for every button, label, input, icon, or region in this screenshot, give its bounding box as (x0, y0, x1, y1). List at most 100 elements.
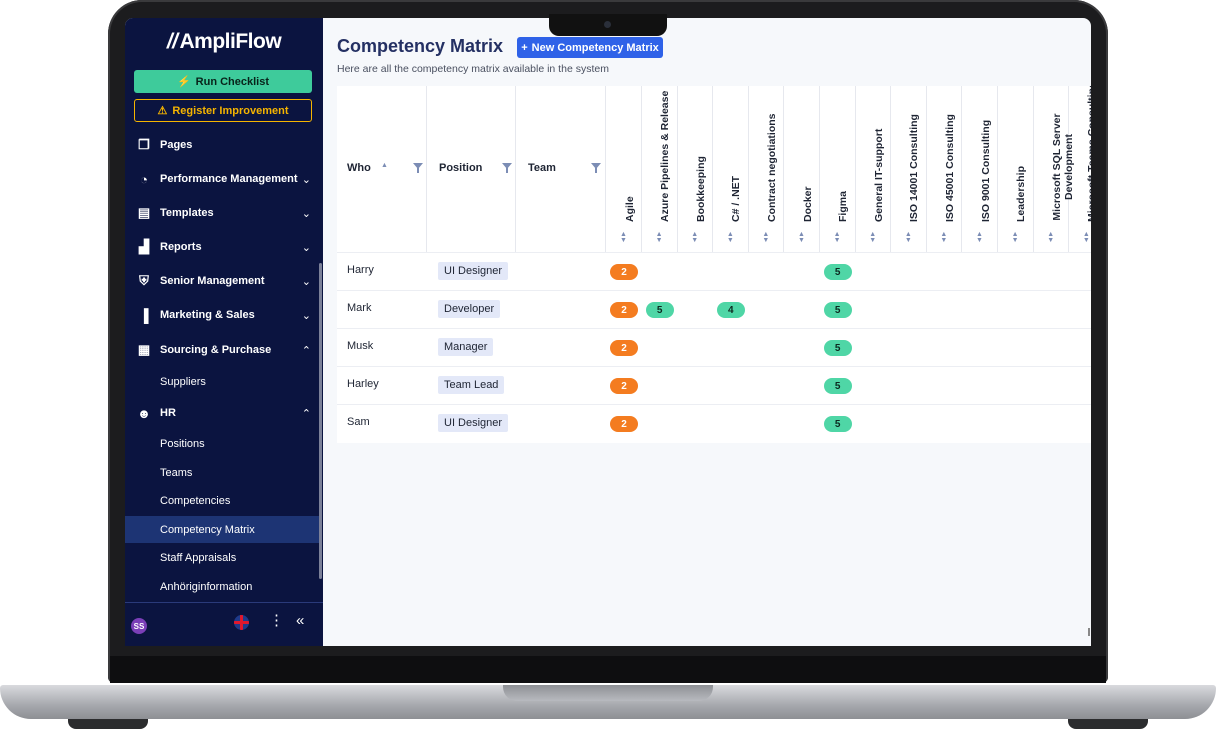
sidebar-item-staff-appraisals[interactable]: Staff Appraisals (125, 544, 321, 571)
sort-icon[interactable]: ▲ ▼ (976, 231, 983, 244)
filter-icon[interactable] (591, 163, 601, 173)
sidebar-item-suppliers[interactable]: Suppliers (125, 368, 321, 395)
sort-icon[interactable]: ▲ ▼ (833, 231, 841, 244)
position-badge: UI Designer (438, 414, 509, 432)
score-badge[interactable]: 5 (823, 264, 852, 280)
sidebar-item-pages[interactable]: ❐ Pages (125, 131, 323, 159)
competency-label: Contract negotiations (765, 113, 778, 222)
sort-icon[interactable]: ▲ ▼ (798, 231, 805, 244)
column-header-competency[interactable]: Azure Pipelines & Release ▲ ▼ (642, 86, 678, 252)
register-improvement-button[interactable]: ⚠ Register Improvement (134, 99, 312, 122)
run-checklist-button[interactable]: ⚡ Run Checklist (134, 70, 312, 93)
horizontal-scrollbar[interactable] (1088, 628, 1090, 636)
chevron-down-icon[interactable]: ⌄ (301, 207, 311, 220)
page-subtitle: Here are all the competency matrix avail… (337, 63, 609, 75)
sidebar-item-sourcing-purchase[interactable]: ▦ Sourcing & Purchase ⌃ (125, 336, 323, 364)
chevron-down-icon[interactable]: ⌄ (301, 275, 311, 288)
sidebar-item-competencies[interactable]: Competencies (125, 487, 321, 514)
score-badge[interactable]: 2 (610, 264, 638, 280)
sidebar-item-templates[interactable]: ▤ Templates ⌄ (125, 199, 323, 227)
column-header-competency[interactable]: Agile ▲ ▼ (606, 86, 642, 252)
score-badge[interactable]: 5 (823, 302, 852, 318)
sidebar-item-senior-management[interactable]: ⛨ Senior Management ⌄ (125, 267, 323, 295)
chevron-down-icon[interactable]: ⌄ (301, 173, 311, 186)
column-header-competency[interactable]: ISO 45001 Consulting ▲ ▼ (926, 86, 963, 252)
sidebar-item-anhoriginformation[interactable]: Anhöriginformation (125, 573, 321, 600)
new-button-label: New Competency Matrix (531, 41, 659, 54)
score-badge[interactable]: 2 (610, 378, 638, 394)
sidebar-item-hr[interactable]: ☻ HR ⌃ (125, 399, 323, 427)
filter-icon[interactable] (413, 163, 423, 173)
chevron-up-icon[interactable]: ⌃ (301, 344, 311, 357)
sidebar-item-label: Marketing & Sales (160, 309, 255, 321)
sort-asc-icon[interactable]: ▲ (381, 162, 388, 169)
sidebar-item-marketing-sales[interactable]: ▐ Marketing & Sales ⌄ (125, 301, 323, 329)
score-badge[interactable]: 2 (610, 416, 638, 432)
sidebar-item-label: Competency Matrix (160, 523, 255, 536)
avatar[interactable]: SS (131, 618, 147, 634)
who-cell: Musk (347, 340, 374, 352)
column-header-who[interactable]: Who ▲ (337, 86, 427, 252)
column-header-competency[interactable]: ISO 14001 Consulting ▲ ▼ (891, 86, 927, 252)
column-header-competency[interactable]: Microsoft SQL Server Development ▲ ▼ (1033, 86, 1075, 252)
sort-icon[interactable]: ▲ ▼ (869, 231, 877, 244)
column-header-competency[interactable]: ISO 9001 Consulting ▲ ▼ (962, 86, 998, 252)
score-badge[interactable]: 2 (610, 340, 638, 356)
sort-icon[interactable]: ▲ ▼ (726, 231, 734, 244)
column-header-competency[interactable]: Bookkeeping ▲ ▼ (677, 86, 714, 252)
people-icon: ☻ (137, 405, 151, 421)
sort-icon[interactable]: ▲ ▼ (691, 231, 699, 244)
column-header-position[interactable]: Position (427, 86, 516, 252)
table-row[interactable]: Sam UI Designer 2 5 (337, 404, 1091, 442)
sort-icon[interactable]: ▲ ▼ (1047, 231, 1055, 244)
sort-icon[interactable]: ▲ ▼ (1082, 231, 1090, 244)
chevron-down-icon[interactable]: ⌄ (301, 309, 311, 322)
gauge-icon: ◔ (140, 171, 148, 187)
sidebar-scrollbar[interactable] (319, 263, 322, 579)
score-badge[interactable]: 2 (610, 302, 638, 318)
filter-icon[interactable] (502, 163, 512, 173)
sidebar-item-positions[interactable]: Positions (125, 430, 321, 457)
sidebar-item-reports[interactable]: ▟ Reports ⌄ (125, 233, 323, 261)
chevron-down-icon[interactable]: ⌄ (301, 241, 311, 254)
sidebar-item-teams[interactable]: Teams (125, 459, 321, 486)
uk-flag-icon[interactable] (234, 615, 249, 630)
column-header-competency[interactable]: General IT-support ▲ ▼ (855, 86, 892, 252)
table-row[interactable]: Harry UI Designer 2 5 (337, 252, 1091, 290)
sort-icon[interactable]: ▲ ▼ (1011, 231, 1019, 244)
app-logo[interactable]: //AmpliFlow (125, 30, 323, 54)
score-badge[interactable]: 5 (823, 340, 852, 356)
sort-icon[interactable]: ▲ ▼ (940, 231, 948, 244)
column-header-competency[interactable]: Docker ▲ ▼ (784, 86, 820, 252)
table-row[interactable]: Musk Manager 2 5 (337, 328, 1091, 366)
sidebar-item-performance-management[interactable]: ◔ Performance Management ⌄ (125, 165, 323, 193)
score-badge[interactable]: 5 (645, 302, 674, 318)
column-header-competency[interactable]: Figma ▲ ▼ (820, 86, 856, 252)
who-cell: Sam (347, 416, 370, 428)
sort-icon[interactable]: ▲ ▼ (655, 231, 663, 244)
score-badge[interactable]: 5 (823, 378, 852, 394)
column-header-competency[interactable]: Contract negotiations ▲ ▼ (748, 86, 785, 252)
more-vertical-icon[interactable]: ⋮ (269, 612, 284, 629)
sidebar-item-competency-matrix[interactable]: Competency Matrix (125, 516, 321, 543)
sort-icon[interactable]: ▲ ▼ (620, 231, 627, 244)
column-header-competency[interactable]: Leadership ▲ ▼ (998, 86, 1034, 252)
new-competency-matrix-button[interactable]: + New Competency Matrix (517, 37, 663, 58)
competency-label: Docker (801, 186, 814, 222)
campaign-icon: ▐ (139, 307, 149, 323)
table-row[interactable]: Mark Developer 2 5 4 5 (337, 290, 1091, 328)
column-header-team[interactable]: Team (516, 86, 606, 252)
sidebar-item-label: Templates (160, 207, 214, 219)
sort-icon[interactable]: ▲ ▼ (762, 231, 770, 244)
competency-label: ISO 14001 Consulting (908, 114, 921, 222)
table-row[interactable]: Harley Team Lead 2 5 (337, 366, 1091, 404)
chevron-up-icon[interactable]: ⌃ (301, 407, 311, 420)
collapse-sidebar-icon[interactable]: « (296, 612, 305, 629)
column-header-competency[interactable]: C# / .NET ▲ ▼ (713, 86, 749, 252)
sidebar-item-label: Performance Management (160, 173, 298, 185)
score-badge[interactable]: 5 (823, 416, 852, 432)
score-badge[interactable]: 4 (716, 302, 745, 318)
competency-label: ISO 45001 Consulting (943, 114, 956, 222)
column-header-competency[interactable]: Microsoft Teams Consulting ▲ ▼ (1069, 86, 1091, 252)
sort-icon[interactable]: ▲ ▼ (904, 231, 912, 244)
